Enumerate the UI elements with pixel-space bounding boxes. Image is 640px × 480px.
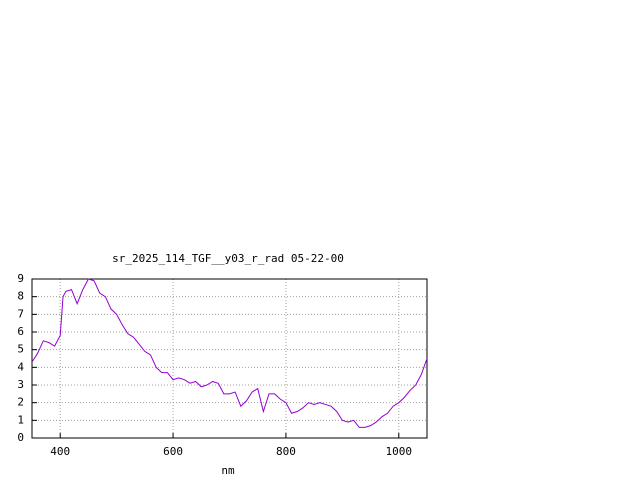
y-tick-label: 6 <box>17 325 24 338</box>
y-tick-label: 1 <box>17 413 24 426</box>
x-tick-label: 1000 <box>386 445 413 458</box>
y-tick-label: 2 <box>17 396 24 409</box>
data-line <box>31 278 428 428</box>
x-tick-label: 800 <box>276 445 296 458</box>
y-tick-label: 3 <box>17 378 24 391</box>
y-tick-label: 9 <box>17 272 24 285</box>
y-tick-label: 0 <box>17 431 24 444</box>
plot-frame <box>31 278 428 439</box>
x-tick-label: 400 <box>50 445 70 458</box>
chart-title: sr_2025_114_TGF__y03_r_rad 05-22-00 <box>112 252 344 265</box>
x-tick-label: 600 <box>163 445 183 458</box>
y-tick-label: 4 <box>17 360 24 373</box>
x-axis-label: nm <box>221 464 235 477</box>
y-tick-label: 5 <box>17 343 24 356</box>
y-tick-label: 7 <box>17 307 24 320</box>
y-tick-label: 8 <box>17 290 24 303</box>
